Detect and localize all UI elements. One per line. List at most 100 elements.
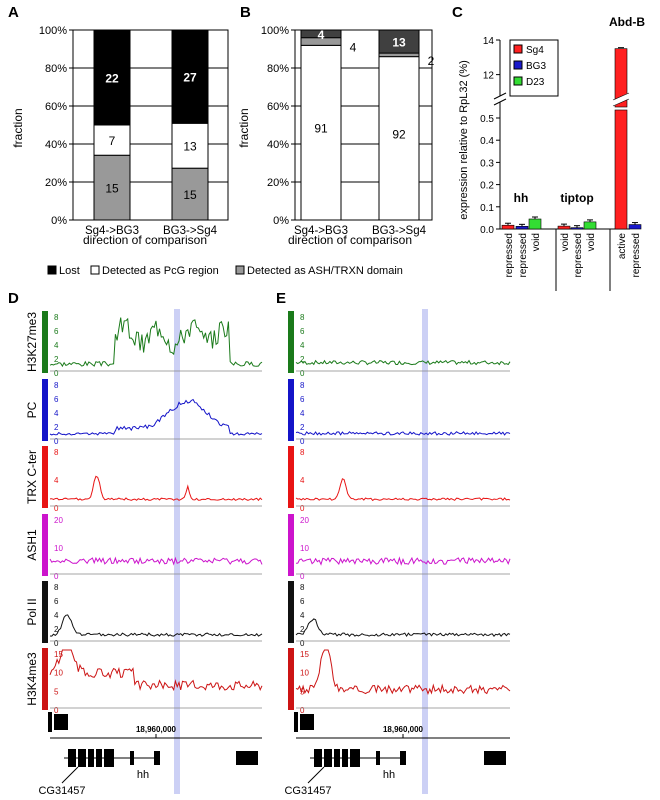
c-bar bbox=[614, 48, 628, 108]
track-signal-line bbox=[295, 478, 511, 502]
highlight-band bbox=[174, 309, 180, 794]
track-tick-label: 0 bbox=[54, 504, 59, 513]
legend-label-pcg: Detected as PcG region bbox=[102, 265, 219, 277]
track-tick-label: 0 bbox=[54, 369, 59, 378]
c-gene-label-hh: hh bbox=[514, 191, 529, 205]
gene-pointer-arrow bbox=[307, 766, 325, 784]
b-data-label: 2 bbox=[428, 54, 435, 68]
track-tick-label: 10 bbox=[300, 544, 309, 553]
track-tick-label: 8 bbox=[300, 313, 305, 322]
track-name: PC bbox=[281, 409, 283, 411]
track-signal-line bbox=[49, 556, 263, 566]
gene-exon bbox=[130, 751, 134, 765]
track-color-bar bbox=[288, 581, 294, 643]
b-bar-segment bbox=[378, 56, 420, 221]
track-color-bar bbox=[42, 648, 48, 710]
gene-label-cg31457: CG31457 bbox=[284, 785, 331, 797]
track-name: H3K4me3 bbox=[25, 652, 39, 706]
track-signal-line bbox=[295, 556, 511, 566]
c-condition-label: repressed bbox=[631, 233, 642, 277]
legend-ab: Lost Detected as PcG region Detected as … bbox=[47, 265, 403, 277]
track-tick-label: 6 bbox=[300, 395, 305, 404]
a-ytick-label: 20% bbox=[45, 177, 67, 189]
track-tick-label: 5 bbox=[300, 687, 305, 696]
b-data-label: 91 bbox=[314, 122, 328, 136]
track-tick-label: 6 bbox=[54, 597, 59, 606]
legend-swatch-ash bbox=[235, 265, 245, 275]
track-tick-label: 8 bbox=[300, 381, 305, 390]
gene-model-block bbox=[54, 714, 68, 730]
track-tick-label: 10 bbox=[300, 669, 309, 678]
track-name: ASH1 bbox=[25, 529, 39, 561]
gene-exon bbox=[376, 751, 380, 765]
track-signal-line bbox=[49, 317, 263, 368]
track-tick-label: 8 bbox=[54, 448, 59, 457]
c-condition-label: repressed bbox=[518, 233, 529, 277]
gene-exon bbox=[342, 749, 348, 767]
track-color-bar bbox=[42, 514, 48, 576]
gene-model-block bbox=[294, 712, 298, 732]
c-bar bbox=[614, 109, 628, 230]
gene-exon bbox=[104, 749, 114, 767]
b-ytick-label: 40% bbox=[267, 139, 289, 151]
c-ytick-label: 0.0 bbox=[480, 225, 494, 236]
track-tick-label: 0 bbox=[300, 369, 305, 378]
track-signal-line bbox=[295, 431, 511, 436]
legend-label-ash: Detected as ASH/TRXN domain bbox=[247, 265, 403, 277]
track-color-bar bbox=[288, 311, 294, 373]
track-tick-label: 0 bbox=[54, 706, 59, 715]
track-tick-label: 4 bbox=[300, 611, 305, 620]
gene-exon bbox=[350, 749, 360, 767]
track-name: H3K27me3 bbox=[25, 312, 39, 372]
track-tick-label: 6 bbox=[300, 327, 305, 336]
a-bar-segment bbox=[93, 29, 131, 126]
c-legend-label: BG3 bbox=[526, 61, 546, 72]
track-tick-label: 8 bbox=[54, 381, 59, 390]
c-axis-break-mark bbox=[493, 92, 507, 100]
b-bar-segment bbox=[378, 52, 420, 58]
track-tick-label: 6 bbox=[54, 395, 59, 404]
track-tick-label: 15 bbox=[300, 650, 309, 659]
gene-exon bbox=[400, 751, 406, 765]
a-xtick-label: Sg4->BG3 bbox=[85, 225, 139, 237]
track-tick-label: 4 bbox=[300, 341, 305, 350]
gene-exon bbox=[324, 749, 332, 767]
c-gene-label-tiptop: tiptop bbox=[560, 191, 593, 205]
track-tick-label: 10 bbox=[54, 669, 63, 678]
track-tick-label: 6 bbox=[54, 327, 59, 336]
b-ytick-label: 0% bbox=[273, 215, 289, 227]
c-ytick-label: 0.4 bbox=[480, 136, 494, 147]
b-xtick-label: BG3->Sg4 bbox=[372, 225, 427, 237]
track-tick-label: 0 bbox=[54, 639, 59, 648]
panel-b-xlabel: direction of comparison bbox=[288, 233, 412, 247]
c-legend-swatch bbox=[513, 44, 523, 54]
c-ytick-label: 0.2 bbox=[480, 181, 494, 192]
b-ytick-label: 60% bbox=[267, 101, 289, 113]
track-signal-line bbox=[295, 359, 511, 366]
c-legend-label: D23 bbox=[526, 77, 545, 88]
b-bar-segment bbox=[300, 44, 342, 221]
track-tick-label: 2 bbox=[300, 423, 305, 432]
track-tick-label: 8 bbox=[300, 583, 305, 592]
b-xtick-label: Sg4->BG3 bbox=[294, 225, 348, 237]
c-bar bbox=[570, 227, 584, 230]
panel-label-d: D bbox=[8, 290, 19, 307]
c-condition-label: repressed bbox=[504, 233, 515, 277]
track-tick-label: 8 bbox=[54, 583, 59, 592]
c-bar bbox=[528, 218, 542, 230]
track-name: TRX C-ter bbox=[280, 474, 283, 479]
coordinate-label: 18,960,000 bbox=[383, 725, 424, 734]
panel-a-chart: fraction 0%20%40%60%80%100% 15722151327 … bbox=[11, 25, 229, 247]
track-name: H3K27me3 bbox=[281, 339, 283, 344]
c-gene-label-abdb: Abd-B bbox=[609, 15, 645, 29]
gene-model-block bbox=[300, 714, 314, 730]
b-plot-frame bbox=[294, 29, 433, 221]
panel-label-c: C bbox=[452, 4, 463, 21]
c-bar-break-line bbox=[612, 98, 630, 107]
b-bar-segment bbox=[300, 29, 342, 39]
panel-label-a: A bbox=[8, 4, 19, 21]
a-data-label: 13 bbox=[183, 140, 197, 154]
gene-exon bbox=[314, 749, 322, 767]
